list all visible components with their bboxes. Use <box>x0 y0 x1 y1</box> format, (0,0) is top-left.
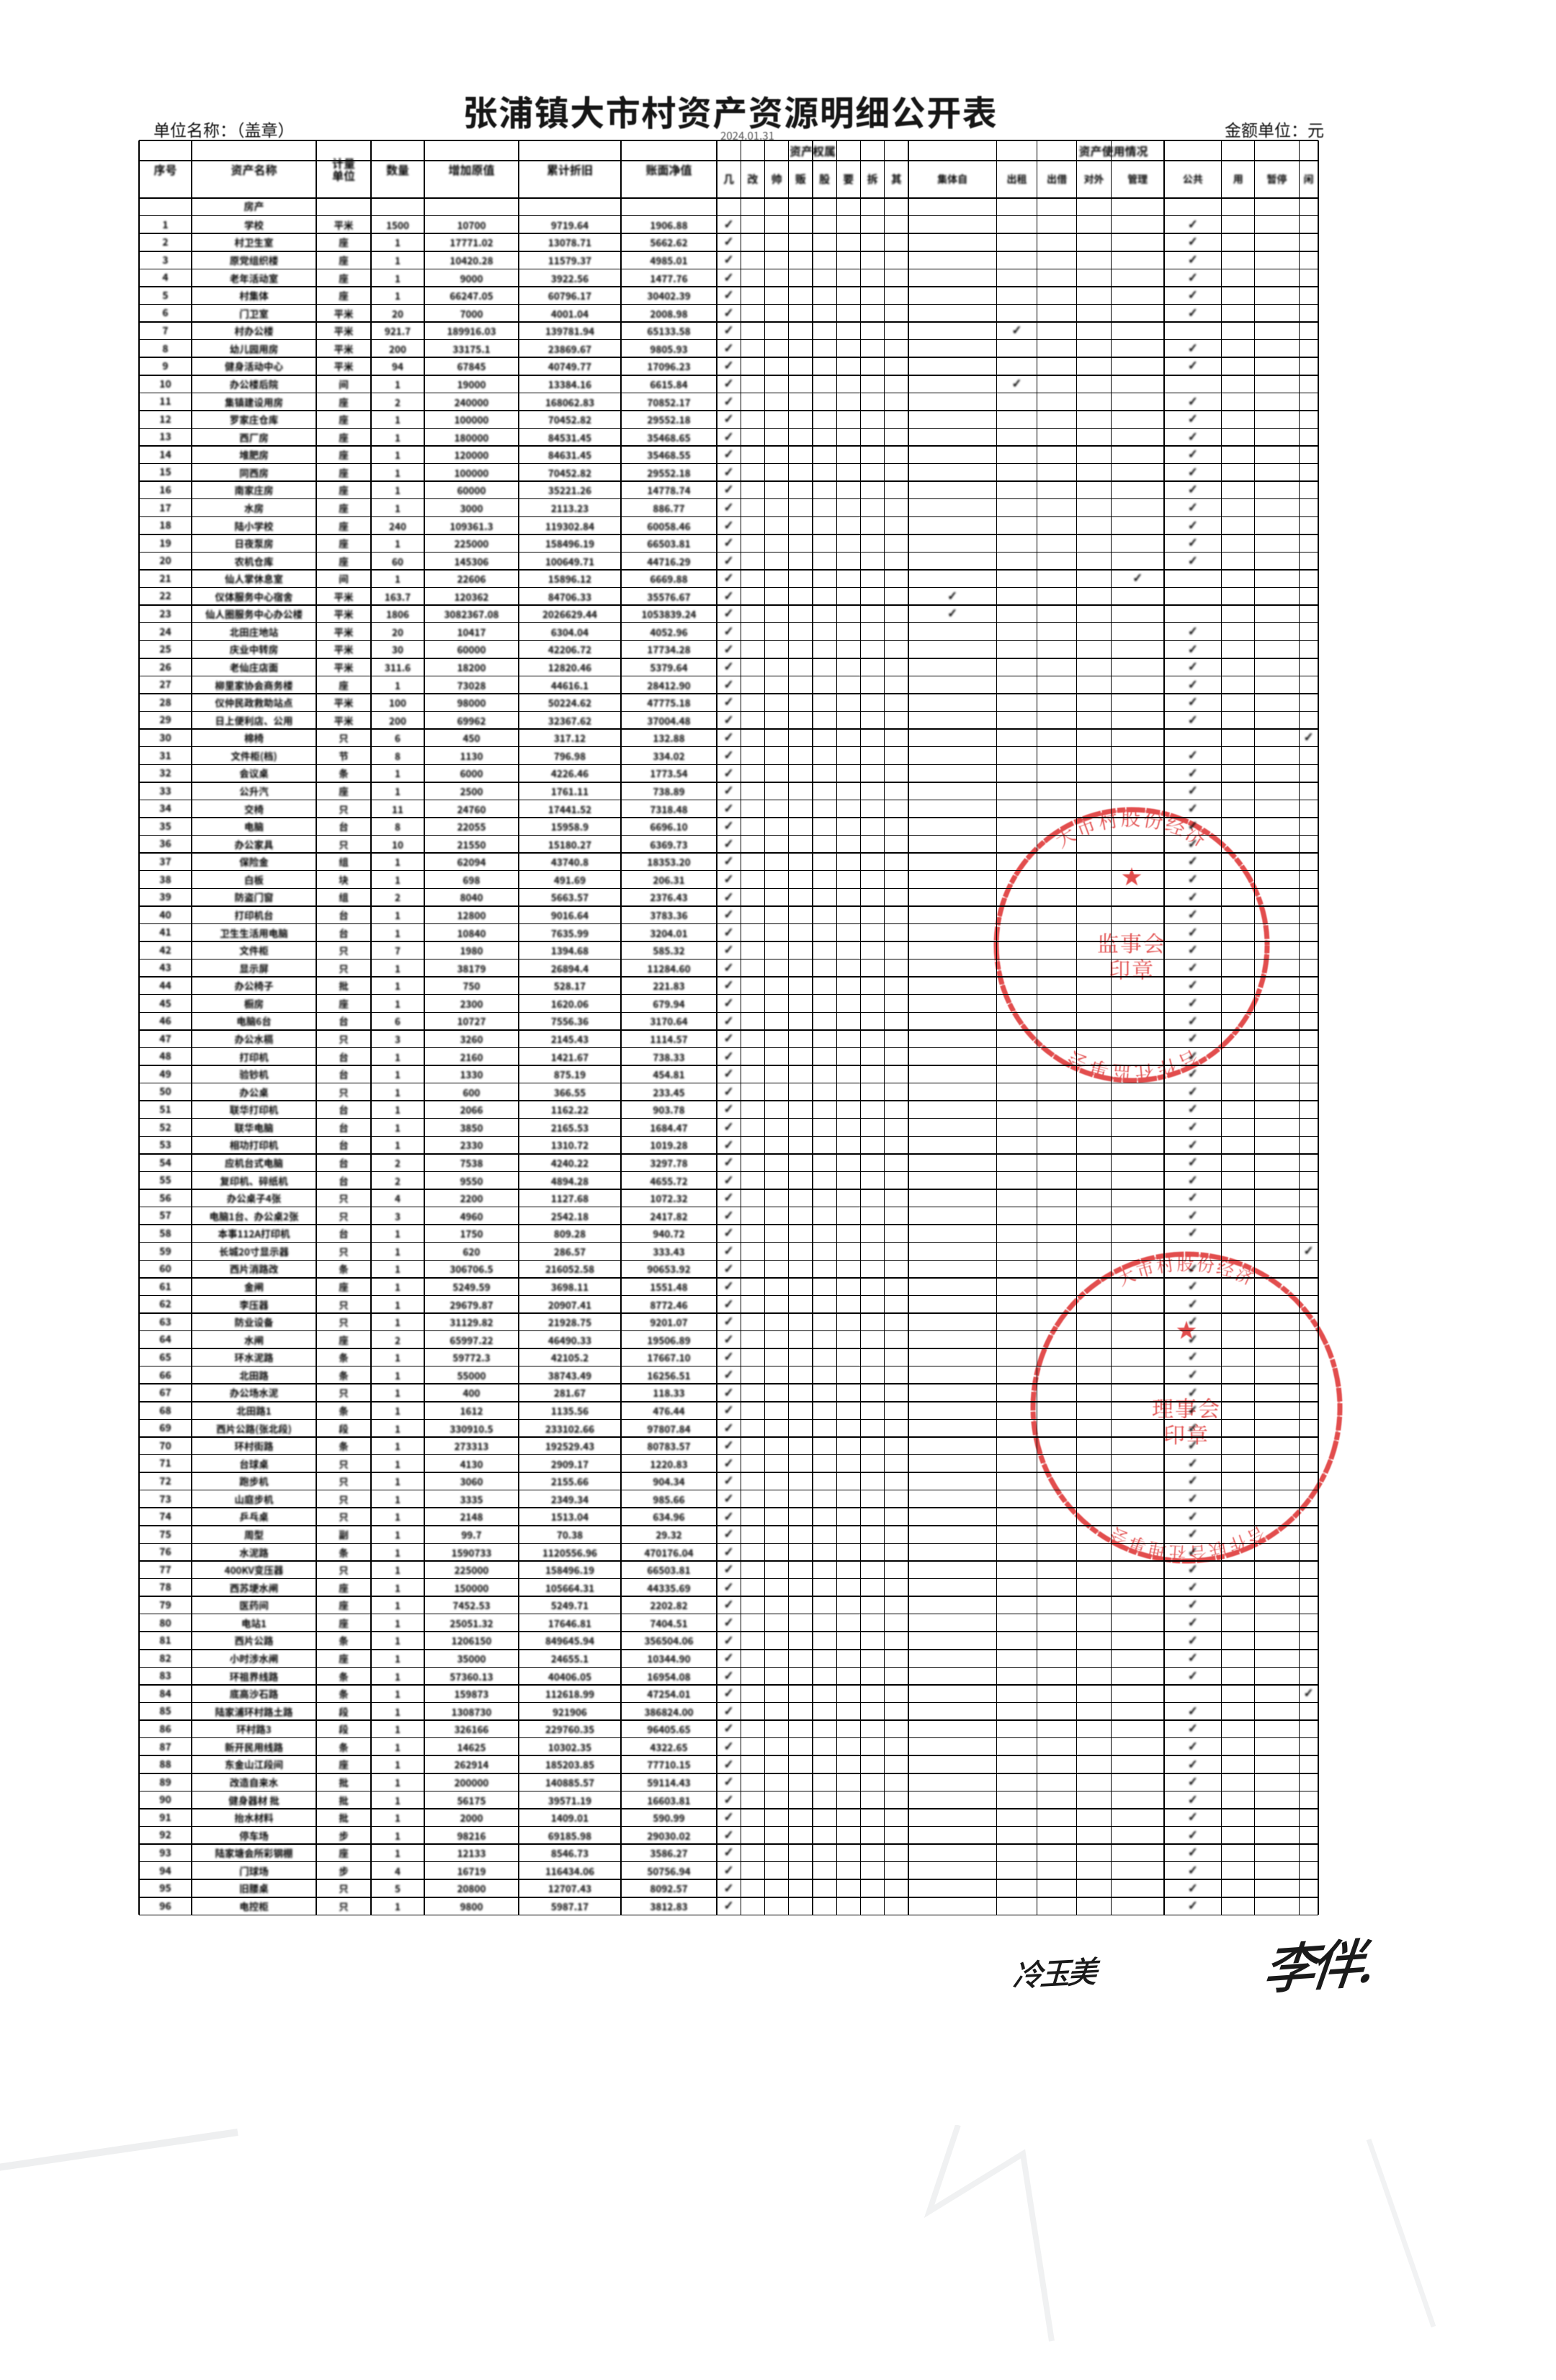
svg-text:大市村股份经济: 大市村股份经济 <box>1113 1250 1261 1291</box>
svg-text:印章: 印章 <box>1163 1418 1210 1449</box>
svg-text:大市村股份经济: 大市村股份经济 <box>1049 803 1214 853</box>
svg-text:印章: 印章 <box>1109 953 1155 985</box>
